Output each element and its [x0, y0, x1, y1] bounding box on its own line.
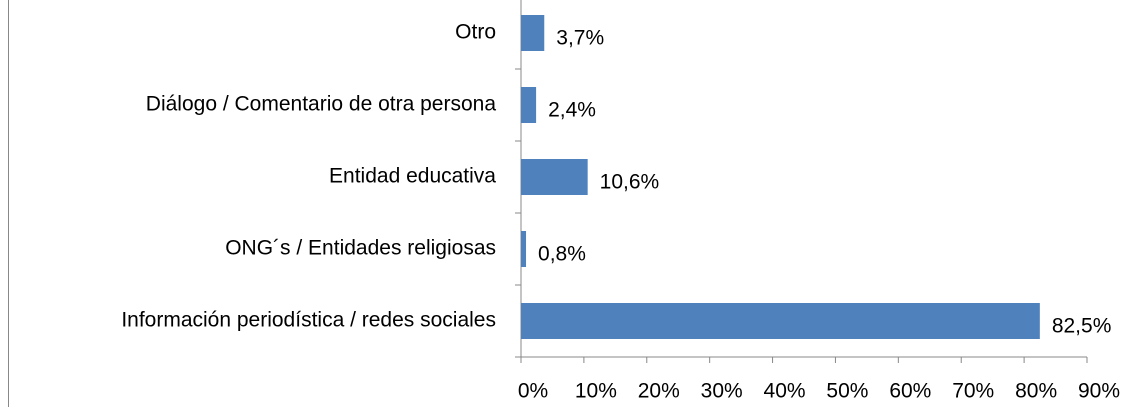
- data-label: 2,4%: [548, 99, 596, 122]
- data-label: 0,8%: [538, 243, 586, 266]
- bar: [521, 15, 545, 51]
- y-tick-label: Información periodística / redes sociale…: [121, 309, 496, 332]
- x-tick-label: 0%: [518, 380, 548, 403]
- bar: [521, 303, 1040, 339]
- x-tick-label: 50%: [826, 380, 868, 403]
- x-tick-label: 10%: [575, 380, 617, 403]
- data-label: 10,6%: [600, 171, 660, 194]
- y-tick-label: Diálogo / Comentario de otra persona: [146, 93, 497, 116]
- x-tick-label: 60%: [889, 380, 931, 403]
- bar: [521, 87, 537, 123]
- bar: [521, 159, 588, 195]
- x-tick-label: 40%: [764, 380, 806, 403]
- y-tick-label: Entidad educativa: [329, 165, 496, 188]
- y-tick-label: Otro: [455, 21, 496, 44]
- x-tick-label: 70%: [952, 380, 994, 403]
- x-tick-label: 90%: [1078, 380, 1120, 403]
- x-tick-label: 80%: [1015, 380, 1057, 403]
- x-tick-label: 30%: [701, 380, 743, 403]
- bar: [521, 231, 527, 267]
- data-label: 82,5%: [1052, 315, 1112, 338]
- y-tick-label: ONG´s / Entidades religiosas: [225, 237, 496, 260]
- x-tick-label: 20%: [638, 380, 680, 403]
- data-label: 3,7%: [556, 27, 604, 50]
